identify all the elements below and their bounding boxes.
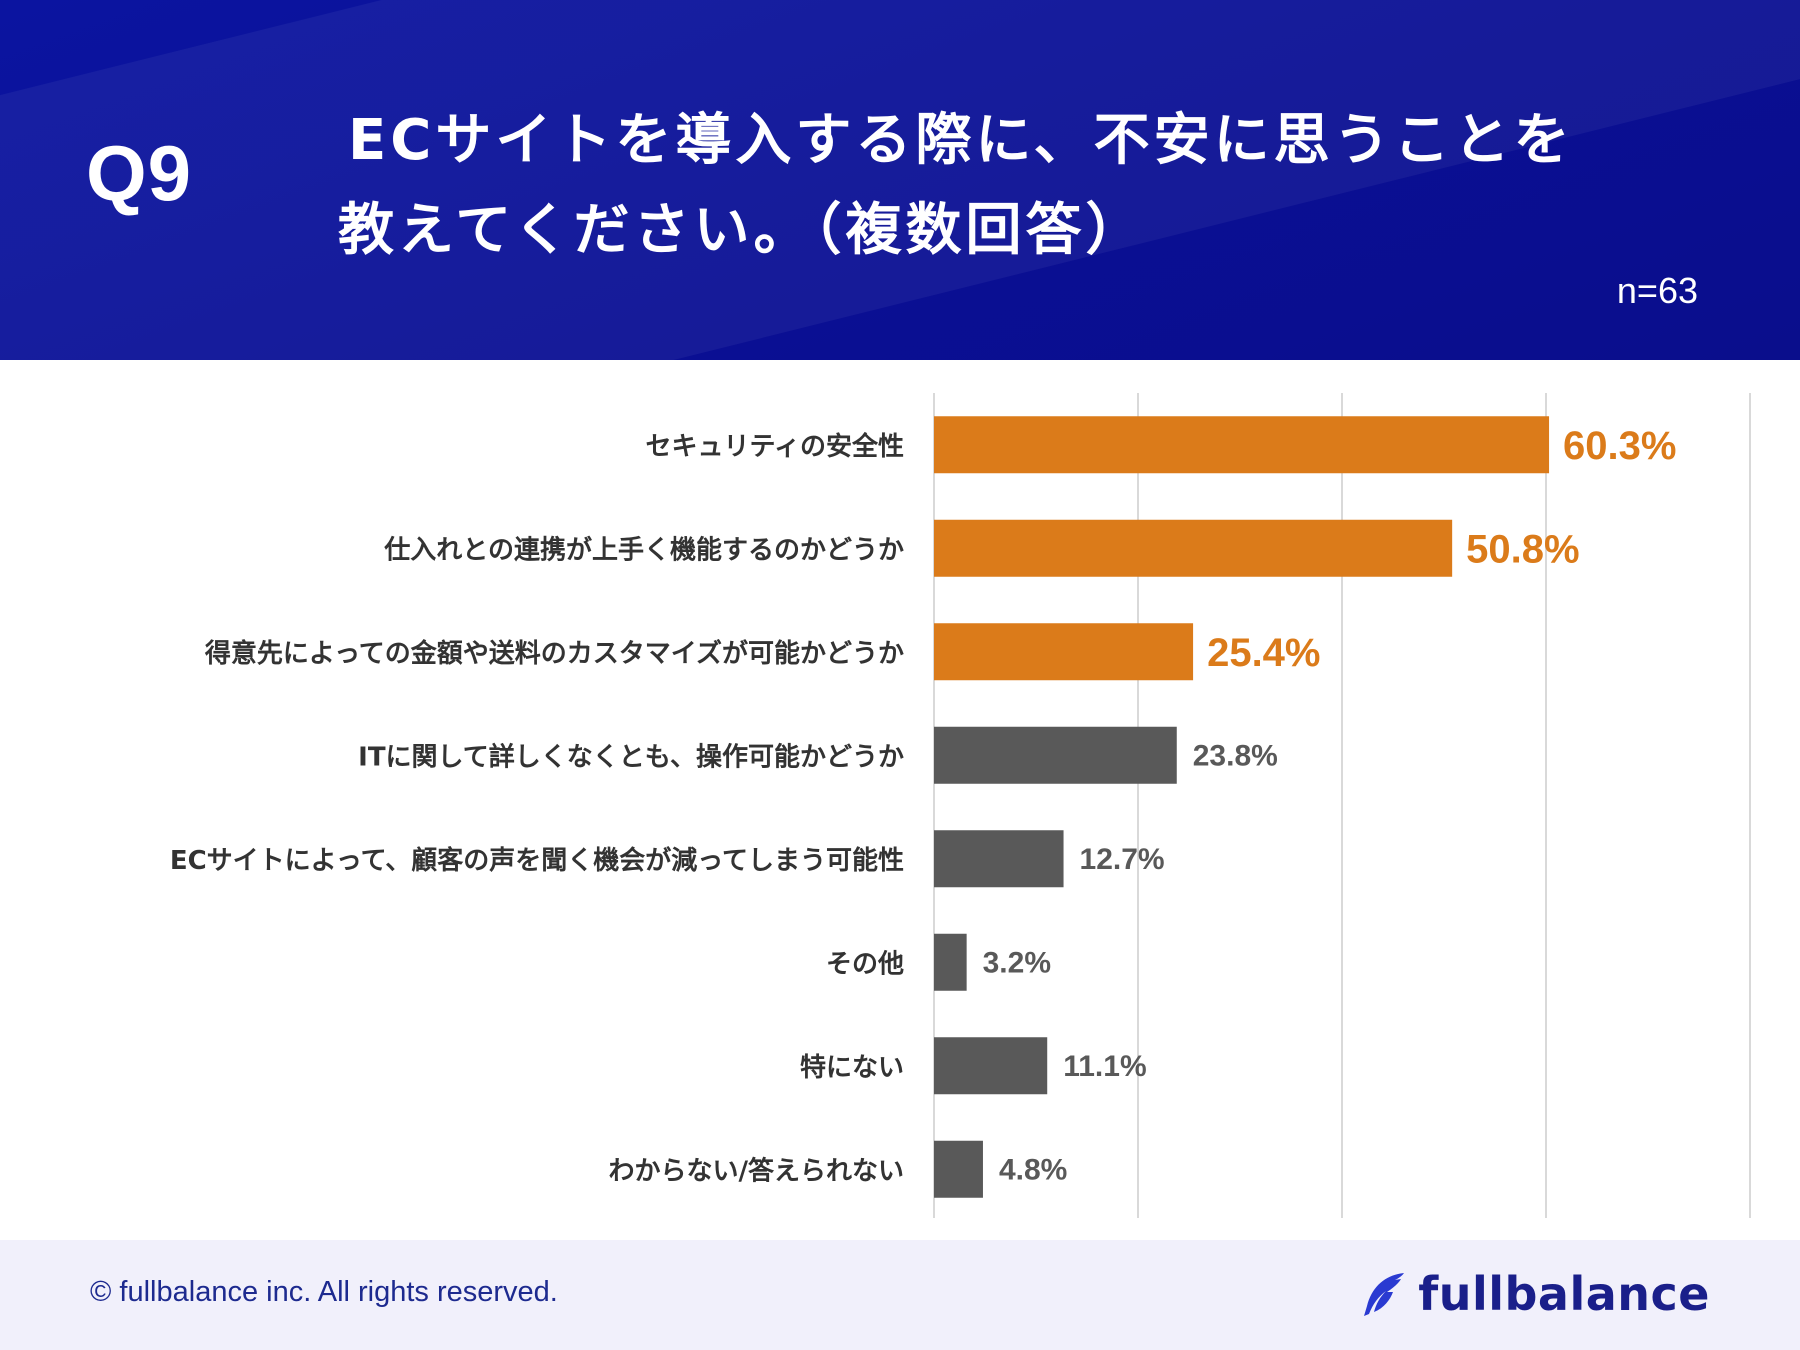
bar	[934, 416, 1550, 474]
header-banner: Q9 ECサイトを導入する際に、不安に思うことを 教えてください。（複数回答） …	[0, 0, 1800, 360]
data-label: 4.8%	[999, 1153, 1067, 1186]
question-title: ECサイトを導入する際に、不安に思うことを 教えてください。（複数回答）	[338, 96, 1638, 276]
brand-name: fullbalance	[1418, 1267, 1710, 1321]
data-label: 11.1%	[1063, 1050, 1146, 1083]
category-label: 特にない	[800, 1052, 904, 1083]
data-label: 50.8%	[1466, 527, 1579, 571]
footer: © fullbalance inc. All rights reserved. …	[0, 1240, 1800, 1350]
bar	[934, 830, 1064, 888]
data-label: 23.8%	[1193, 739, 1278, 772]
question-number: Q9	[86, 129, 193, 217]
bar	[934, 1140, 983, 1198]
feather-icon	[1364, 1273, 1405, 1316]
data-label: 3.2%	[983, 946, 1051, 979]
category-label: ITに関して詳しくなくとも、操作可能かどうか	[358, 741, 904, 772]
category-label: セキュリティの安全性	[646, 431, 904, 462]
category-label: その他	[826, 949, 904, 979]
category-label: わからない/答えられない	[609, 1155, 905, 1186]
bar-chart-svg: セキュリティの安全性 60.3% 仕入れとの連携が上手く機能するのかどうか 50.8%…	[170, 393, 1751, 1218]
copyright: © fullbalance inc. All rights reserved.	[90, 1276, 558, 1308]
question-title-line2: 教えてください。（複数回答）	[338, 198, 1146, 263]
bar-chart: セキュリティの安全性 60.3% 仕入れとの連携が上手く機能するのかどうか 50.8%…	[0, 360, 1800, 1240]
category-label: 得意先によっての金額や送料のカスタマイズが可能かどうか	[204, 638, 904, 669]
category-label: ECサイトによって、顧客の声を聞く機会が減ってしまう可能性	[170, 845, 904, 876]
brand-logo: fullbalance	[1360, 1262, 1710, 1326]
bar	[934, 623, 1194, 681]
data-label: 12.7%	[1080, 843, 1165, 876]
data-label: 60.3%	[1563, 424, 1676, 468]
bar	[934, 519, 1453, 577]
bar	[934, 1037, 1048, 1095]
question-title-line1: ECサイトを導入する際に、不安に思うことを	[348, 108, 1574, 173]
bar	[934, 726, 1177, 784]
bar	[934, 933, 967, 991]
sample-size: n=63	[1616, 270, 1698, 311]
category-label: 仕入れとの連携が上手く機能するのかどうか	[383, 534, 904, 565]
data-label: 25.4%	[1207, 631, 1320, 675]
